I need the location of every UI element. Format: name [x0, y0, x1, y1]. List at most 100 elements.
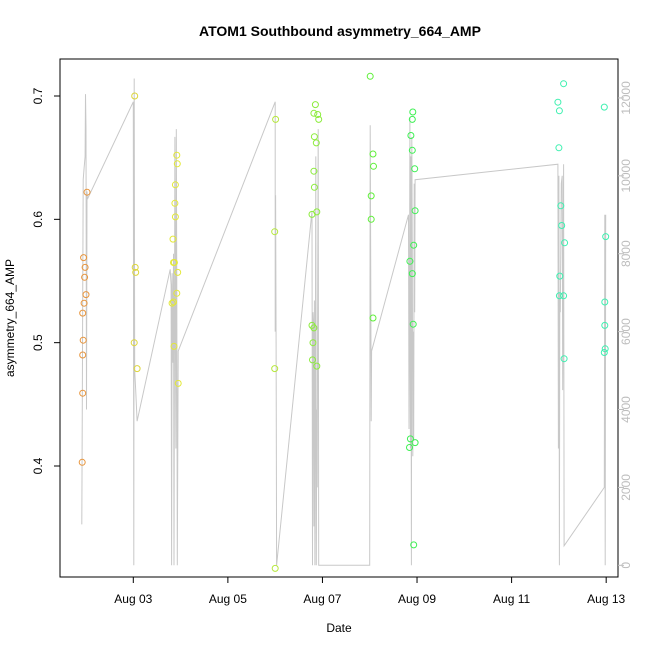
data-point — [558, 222, 566, 229]
data-point — [171, 213, 179, 221]
data-point — [132, 268, 140, 276]
data-point — [130, 339, 138, 347]
data-point — [310, 167, 318, 175]
data-point — [408, 115, 416, 123]
line-layer — [81, 78, 607, 566]
data-point — [555, 107, 563, 115]
data-point — [560, 292, 568, 300]
data-point — [407, 132, 415, 139]
x-tick-label: Aug 07 — [303, 592, 341, 606]
data-point — [79, 336, 87, 344]
data-point — [271, 564, 279, 572]
x-tick-label: Aug 11 — [493, 592, 530, 606]
data-point — [556, 272, 564, 280]
y2-axis: 0 2000 4000 6000 8000 10000 12000 — [618, 81, 633, 569]
data-point — [602, 233, 610, 241]
data-point — [170, 342, 178, 350]
secondary-series-line — [81, 78, 607, 566]
y-tick-label: 0.5 — [31, 334, 45, 351]
data-point — [310, 324, 318, 332]
data-point — [601, 321, 609, 329]
data-point — [369, 150, 377, 158]
data-point — [81, 263, 89, 271]
chart-title: ATOM1 Southbound asymmetry_664_AMP — [199, 23, 481, 39]
data-point — [313, 208, 321, 216]
data-point — [366, 72, 374, 80]
data-point — [600, 349, 608, 356]
x-tick-label: Aug 13 — [587, 592, 625, 606]
y2-tick-label: 4000 — [619, 396, 633, 423]
data-point — [310, 183, 318, 191]
data-point — [80, 254, 88, 262]
data-point — [83, 188, 91, 196]
data-point — [131, 92, 139, 100]
data-point — [131, 263, 139, 271]
points-layer — [78, 72, 610, 572]
data-point — [367, 215, 375, 223]
data-point — [79, 389, 87, 397]
data-point — [170, 298, 177, 306]
x-axis: Aug 03 Aug 05 Aug 07 Aug 09 Aug 11 Aug 13 — [114, 577, 626, 606]
data-point — [406, 435, 414, 443]
data-point — [408, 146, 416, 154]
data-point — [312, 139, 320, 147]
y-tick-label: 0.4 — [31, 457, 45, 474]
data-point — [411, 207, 419, 215]
data-point — [369, 314, 377, 322]
data-point — [601, 345, 609, 353]
y2-tick-label: 10000 — [619, 159, 633, 193]
data-point — [311, 101, 319, 109]
data-point — [408, 270, 416, 278]
data-point — [560, 80, 568, 88]
data-point — [82, 291, 90, 299]
data-point — [310, 133, 318, 141]
data-point — [555, 292, 563, 300]
data-point — [310, 109, 318, 117]
x-tick-label: Aug 09 — [398, 592, 436, 606]
data-point — [406, 257, 414, 265]
data-point — [409, 108, 417, 116]
data-point — [557, 202, 565, 210]
data-point — [271, 365, 279, 373]
data-point — [272, 115, 280, 123]
data-point — [410, 541, 418, 549]
data-point — [314, 111, 322, 118]
data-point — [174, 379, 182, 387]
data-point — [410, 241, 418, 249]
data-point — [171, 181, 179, 189]
data-point — [554, 98, 562, 106]
data-point — [367, 192, 375, 200]
data-point — [171, 199, 179, 207]
data-point — [370, 162, 377, 170]
data-point — [81, 273, 89, 281]
y2-tick-label: 6000 — [619, 318, 633, 345]
data-point — [309, 356, 316, 364]
data-point — [315, 115, 323, 123]
data-point — [173, 289, 181, 297]
y-tick-label: 0.6 — [31, 211, 45, 228]
data-point — [411, 439, 419, 447]
y2-tick-label: 2000 — [619, 474, 633, 501]
data-point — [169, 235, 177, 243]
x-axis-label: Date — [326, 621, 352, 635]
y-axis-label: asymmetry_664_AMP — [3, 259, 17, 377]
data-point — [406, 444, 413, 451]
data-point — [168, 299, 176, 307]
data-point — [78, 458, 86, 466]
data-point — [271, 228, 279, 236]
data-point — [174, 268, 182, 276]
data-point — [555, 144, 563, 152]
y2-tick-label: 0 — [619, 562, 633, 569]
y2-tick-label: 12000 — [619, 81, 633, 115]
y-axis: 0.4 0.5 0.6 0.7 — [31, 87, 60, 474]
data-point — [173, 160, 181, 168]
data-point — [173, 151, 181, 159]
data-point — [79, 309, 87, 317]
data-point — [409, 320, 417, 328]
x-tick-label: Aug 05 — [209, 592, 247, 606]
x-tick-label: Aug 03 — [114, 592, 152, 606]
data-point — [560, 355, 568, 363]
data-point — [313, 362, 321, 370]
data-point — [170, 259, 178, 266]
